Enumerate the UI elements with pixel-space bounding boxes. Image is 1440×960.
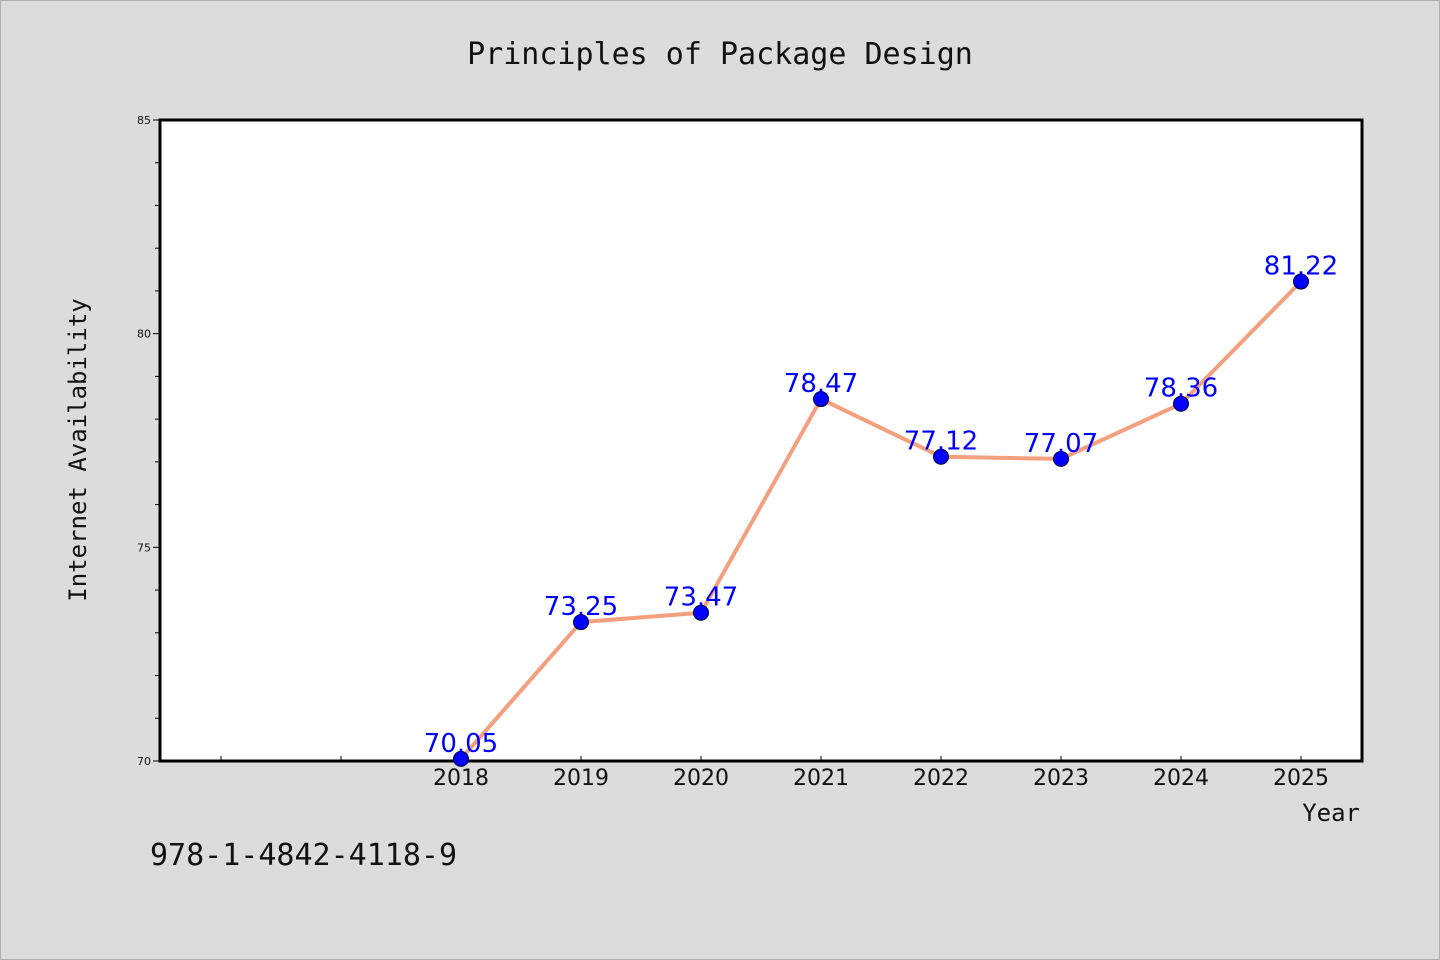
data-label-2024: 78.36 (1144, 374, 1218, 404)
series-markers (453, 273, 1309, 767)
y-tick-labels: 70 75 80 85 (137, 114, 151, 768)
x-tick-label: 2024 (1153, 766, 1209, 791)
data-point-2020 (693, 604, 709, 621)
data-label-2023: 77.07 (1024, 429, 1098, 459)
x-tick-label: 2021 (793, 766, 849, 791)
data-labels: 70.05 73.25 73.47 78.47 77.12 77.07 78.36 81.22 (424, 252, 1338, 759)
data-point-2018 (453, 750, 469, 767)
x-tick-label: 2025 (1273, 766, 1329, 791)
series-line-group (459, 280, 1303, 761)
plot-area (158, 118, 1364, 763)
data-label-2022: 77.12 (904, 427, 978, 457)
x-tick-labels: 2018 2019 2020 2021 2022 2023 2024 2025 (433, 766, 1329, 791)
y-axis-label: Internet Availability (64, 298, 92, 601)
data-point-2021 (813, 391, 829, 408)
data-point-2023 (1053, 450, 1069, 467)
x-tick-label: 2020 (673, 766, 729, 791)
data-point-2019 (573, 614, 589, 631)
y-tick-label: 75 (137, 541, 151, 554)
chart-title: Principles of Package Design (467, 37, 973, 72)
data-label-2020: 73.47 (664, 583, 738, 613)
series-line (459, 280, 1303, 761)
x-tick-label: 2019 (553, 766, 609, 791)
y-tick-label: 85 (137, 114, 151, 127)
x-tick-label: 2022 (913, 766, 969, 791)
y-tick-label: 80 (137, 328, 151, 341)
data-label-2018: 70.05 (424, 729, 498, 759)
data-label-2019: 73.25 (544, 592, 618, 622)
data-point-2025 (1293, 273, 1309, 290)
isbn-text: 978-1-4842-4118-9 (150, 838, 457, 873)
x-tick-label: 2023 (1033, 766, 1089, 791)
x-tick-label: 2018 (433, 766, 489, 791)
x-axis-label: Year (1302, 799, 1360, 827)
data-label-2021: 78.47 (784, 369, 858, 399)
data-point-2022 (933, 448, 949, 465)
data-label-2025: 81.22 (1264, 252, 1338, 282)
y-tick-label: 70 (137, 755, 151, 768)
data-point-2024 (1173, 395, 1189, 412)
y-minor-ticks (153, 119, 160, 762)
